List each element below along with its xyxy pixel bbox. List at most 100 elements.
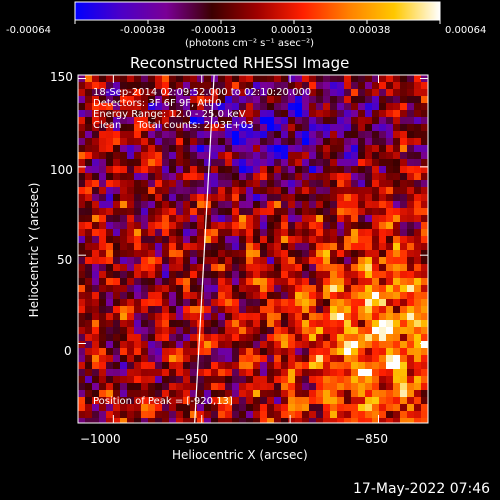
heatmap-cell — [407, 250, 415, 258]
heatmap-cell — [253, 187, 261, 195]
heatmap-cell — [295, 348, 303, 356]
heatmap-cell — [141, 278, 149, 286]
heatmap-cell — [253, 257, 261, 265]
x-tick-label: −1000 — [80, 432, 121, 446]
heatmap-cell — [155, 229, 163, 237]
heatmap-cell — [113, 397, 121, 405]
heatmap-cell — [211, 131, 219, 139]
heatmap-cell — [323, 404, 331, 412]
heatmap-cell — [337, 117, 345, 125]
heatmap-cell — [253, 82, 261, 90]
heatmap-cell — [113, 390, 121, 398]
heatmap-cell — [267, 264, 275, 272]
heatmap-cell — [246, 383, 254, 391]
heatmap-cell — [351, 341, 359, 349]
heatmap-cell — [365, 243, 373, 251]
heatmap-cell — [169, 180, 177, 188]
heatmap-cell — [78, 145, 86, 153]
heatmap-cell — [344, 152, 352, 160]
heatmap-cell — [260, 215, 268, 223]
heatmap-cell — [239, 404, 247, 412]
heatmap-cell — [253, 138, 261, 146]
heatmap-cell — [316, 236, 324, 244]
heatmap-cell — [260, 397, 268, 405]
heatmap-cell — [99, 166, 107, 174]
heatmap-cell — [295, 327, 303, 335]
heatmap-cell — [407, 355, 415, 363]
heatmap-cell — [225, 145, 233, 153]
heatmap-cell — [316, 404, 324, 412]
heatmap-cell — [407, 194, 415, 202]
heatmap-cell — [85, 334, 93, 342]
heatmap-cell — [155, 264, 163, 272]
heatmap-cell — [225, 355, 233, 363]
heatmap-cell — [162, 334, 170, 342]
heatmap-cell — [204, 404, 212, 412]
heatmap-cell — [127, 376, 135, 384]
heatmap-cell — [197, 334, 205, 342]
heatmap-cell — [211, 348, 219, 356]
heatmap-cell — [379, 215, 387, 223]
heatmap-cell — [358, 145, 366, 153]
heatmap-cell — [330, 96, 338, 104]
heatmap-cell — [288, 152, 296, 160]
heatmap-cell — [281, 278, 289, 286]
heatmap-cell — [400, 306, 408, 314]
heatmap-cell — [421, 145, 428, 153]
heatmap-cell — [211, 383, 219, 391]
heatmap-cell — [358, 397, 366, 405]
heatmap-cell — [120, 348, 128, 356]
heatmap-cell — [155, 292, 163, 300]
heatmap-cell — [323, 89, 331, 97]
heatmap-cell — [386, 166, 394, 174]
heatmap-cell — [372, 327, 380, 335]
heatmap-cell — [239, 159, 247, 167]
heatmap-cell — [309, 362, 317, 370]
heatmap-cell — [267, 271, 275, 279]
heatmap-cell — [85, 208, 93, 216]
heatmap-cell — [407, 327, 415, 335]
heatmap-cell — [162, 131, 170, 139]
heatmap-cell — [127, 257, 135, 265]
heatmap-cell — [99, 299, 107, 307]
heatmap-cell — [190, 327, 198, 335]
heatmap-cell — [218, 236, 226, 244]
heatmap-cell — [225, 264, 233, 272]
heatmap-cell — [316, 306, 324, 314]
heatmap-cell — [176, 250, 184, 258]
heatmap-cell — [358, 201, 366, 209]
heatmap-cell — [78, 166, 86, 174]
heatmap-cell — [365, 327, 373, 335]
heatmap-cell — [190, 271, 198, 279]
heatmap-cell — [176, 166, 184, 174]
heatmap-cell — [288, 124, 296, 132]
heatmap-cell — [169, 327, 177, 335]
heatmap-cell — [183, 103, 191, 111]
heatmap-cell — [211, 96, 219, 104]
heatmap-cell — [120, 271, 128, 279]
heatmap-cell — [78, 194, 86, 202]
heatmap-cell — [113, 285, 121, 293]
heatmap-cell — [365, 376, 373, 384]
heatmap-cell — [169, 306, 177, 314]
heatmap-cell — [393, 152, 401, 160]
heatmap-cell — [365, 257, 373, 265]
heatmap-cell — [330, 383, 338, 391]
heatmap-cell — [190, 82, 198, 90]
heatmap-cell — [414, 411, 422, 419]
heatmap-cell — [204, 306, 212, 314]
heatmap-cell — [414, 75, 422, 83]
heatmap-cell — [358, 222, 366, 230]
heatmap-cell — [218, 320, 226, 328]
heatmap-cell — [232, 215, 240, 223]
heatmap-cell — [225, 103, 233, 111]
heatmap-cell — [316, 313, 324, 321]
heatmap-cell — [316, 383, 324, 391]
heatmap-cell — [295, 222, 303, 230]
heatmap-cell — [113, 89, 121, 97]
heatmap-cell — [232, 257, 240, 265]
heatmap-cell — [295, 376, 303, 384]
heatmap-cell — [190, 229, 198, 237]
heatmap-cell — [239, 180, 247, 188]
heatmap-cell — [162, 292, 170, 300]
